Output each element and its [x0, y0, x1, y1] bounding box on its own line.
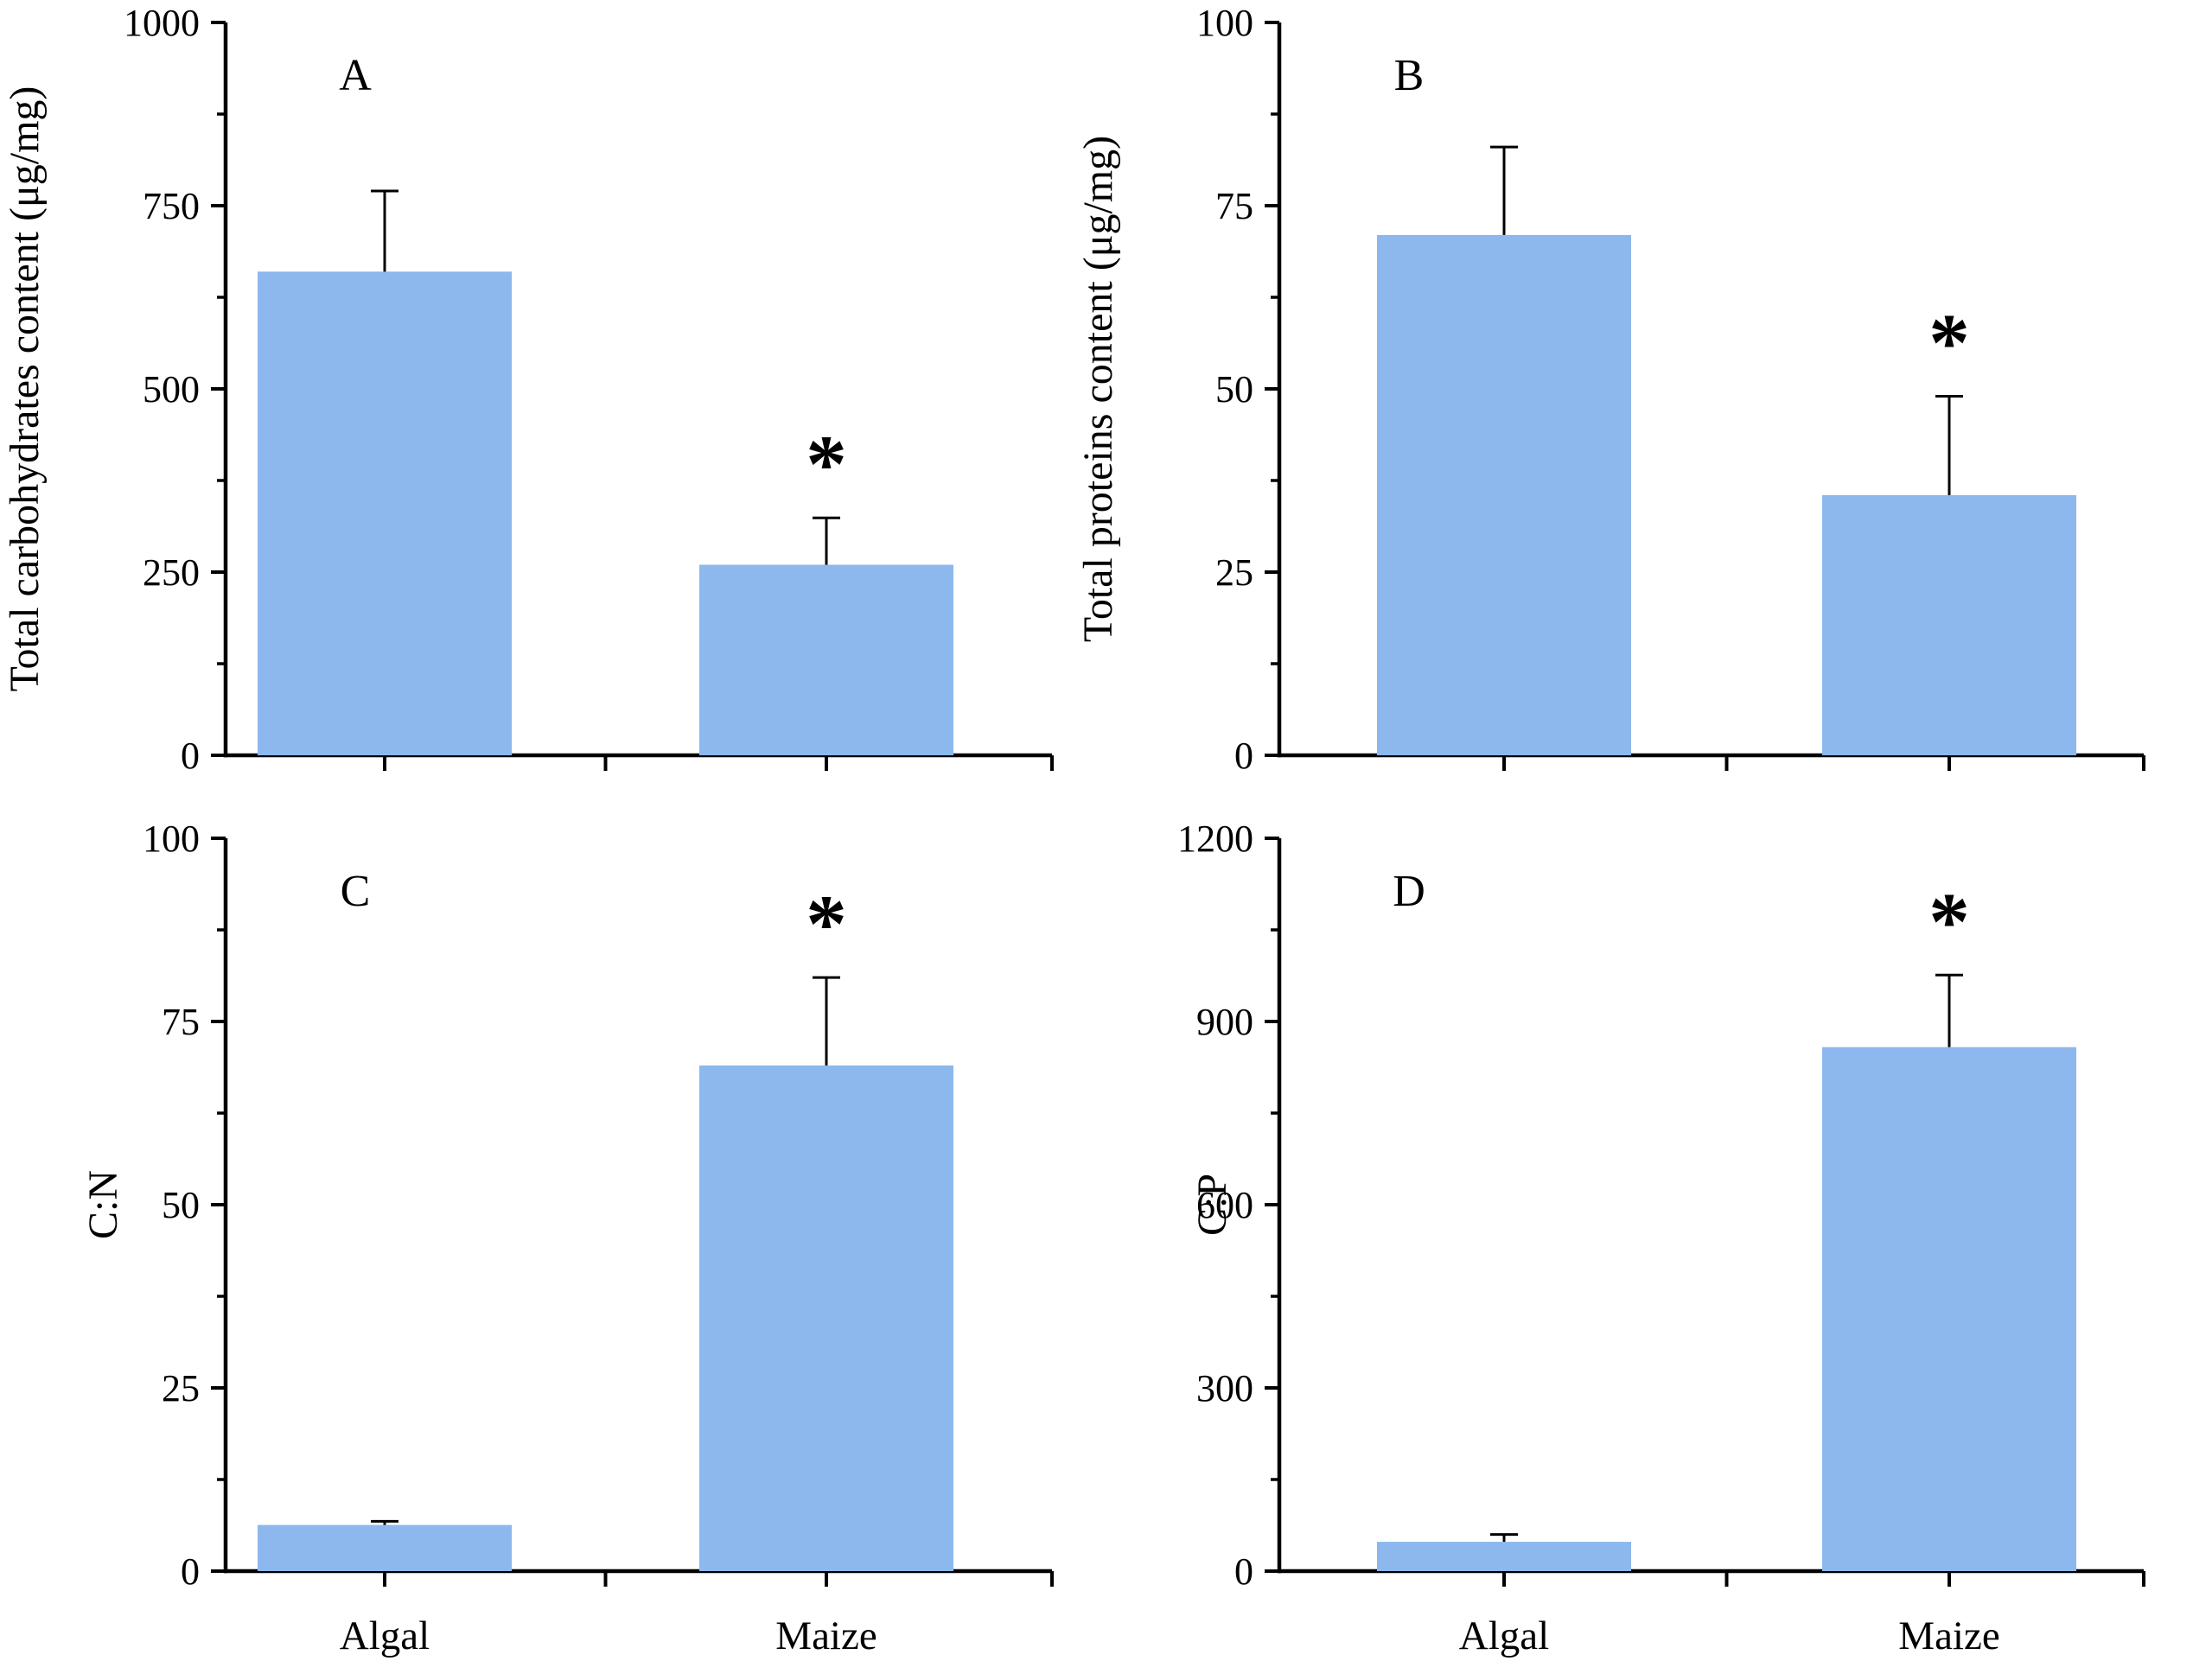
bar-algal: [258, 1524, 512, 1571]
y-tick-label: 1200: [1177, 818, 1253, 860]
bar-algal: [258, 271, 512, 755]
y-tick-label: 0: [1234, 735, 1253, 777]
x-category-label: Maize: [775, 1613, 877, 1658]
bar-maize: [699, 564, 953, 755]
significance-asterisk: *: [806, 878, 847, 970]
significance-asterisk: *: [1928, 296, 1970, 388]
panel-letter: A: [339, 51, 372, 100]
y-tick-label: 75: [162, 1001, 200, 1043]
y-tick-label: 600: [1196, 1184, 1253, 1226]
bar-maize: [1822, 1047, 2076, 1571]
y-tick-label: 0: [181, 735, 200, 777]
x-category-label: Algal: [1459, 1613, 1549, 1658]
y-tick-label: 1000: [124, 2, 200, 44]
bar-maize: [1822, 494, 2076, 755]
panel-d: 0 300 600 900 1200 Algal * Maize D C:P: [1177, 818, 2145, 1658]
y-tick-label: 300: [1196, 1367, 1253, 1410]
bar-maize: [699, 1065, 953, 1571]
y-axis-label: C:P: [1189, 1174, 1235, 1236]
significance-asterisk: *: [806, 418, 847, 510]
y-tick-label: 50: [162, 1184, 200, 1226]
y-axis-label: Total carbohydrates content (μg/mg): [2, 86, 48, 692]
panel-b: 0 25 50 75 100 * B Total proteins content (μg/m…: [1075, 2, 2145, 777]
y-tick-label: 500: [143, 368, 200, 410]
y-tick-label: 0: [1234, 1550, 1253, 1593]
panel-letter: B: [1394, 51, 1425, 100]
panel-letter: D: [1393, 867, 1425, 916]
panel-a: 0 250 500 750 1000 * A Total carbohydrates cont…: [2, 2, 1054, 777]
y-tick-label: 100: [143, 818, 200, 860]
y-axis-label: Total proteins content (μg/mg): [1075, 136, 1121, 642]
significance-asterisk: *: [1928, 875, 1970, 967]
y-axis-label: C:N: [80, 1170, 126, 1239]
y-tick-label: 25: [162, 1367, 200, 1410]
y-tick-label: 250: [143, 551, 200, 594]
y-tick-label: 50: [1215, 368, 1253, 410]
y-tick-label: 900: [1196, 1001, 1253, 1043]
y-tick-label: 25: [1215, 551, 1253, 594]
y-tick-label: 100: [1196, 2, 1253, 44]
y-tick-label: 750: [143, 185, 200, 227]
x-category-label: Algal: [340, 1613, 430, 1658]
x-category-label: Maize: [1898, 1613, 1999, 1658]
y-tick-label: 75: [1215, 185, 1253, 227]
panel-c: 0 25 50 75 100 Algal * Maize C C:N: [80, 818, 1054, 1658]
y-tick-label: 0: [181, 1550, 200, 1593]
panel-letter: C: [341, 867, 371, 916]
bar-algal: [1377, 1542, 1631, 1571]
bar-algal: [1377, 234, 1631, 755]
